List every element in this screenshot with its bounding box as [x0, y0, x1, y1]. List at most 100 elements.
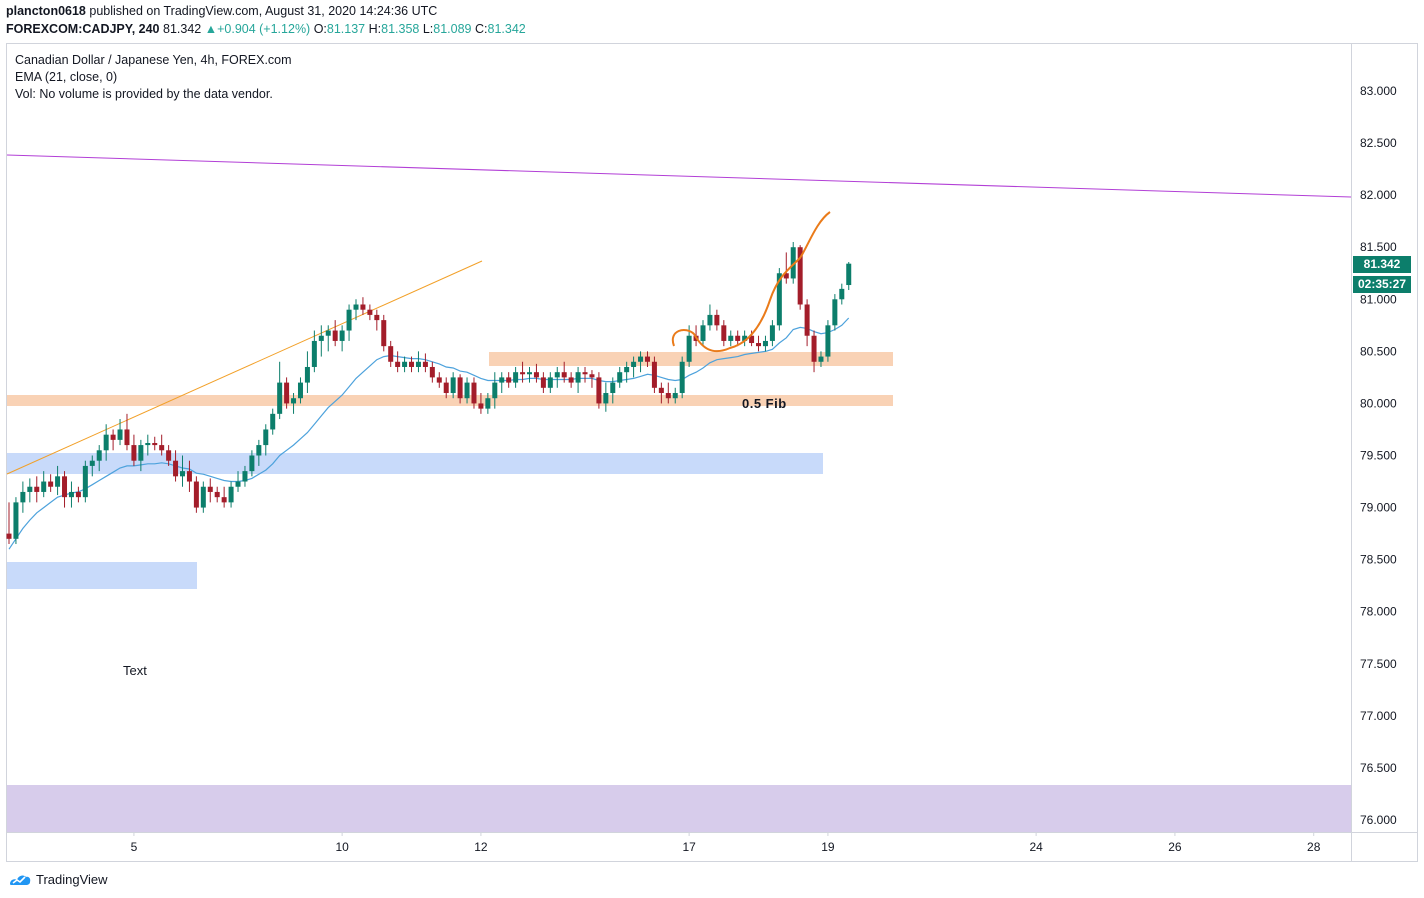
candle — [769, 320, 775, 347]
candle-body — [478, 403, 484, 409]
candle — [846, 262, 852, 291]
candle — [658, 382, 664, 404]
candle-body — [152, 443, 158, 446]
candle — [679, 356, 685, 399]
orange-zone-lower[interactable] — [7, 395, 893, 406]
candle-body — [242, 471, 248, 482]
candle — [96, 445, 102, 472]
candle — [180, 455, 185, 487]
candle — [450, 372, 456, 399]
low-value: 81.089 — [433, 22, 472, 36]
candle — [332, 320, 338, 347]
candle — [82, 460, 88, 503]
candle — [478, 393, 484, 414]
candle-body — [540, 377, 546, 388]
candle-body — [561, 372, 567, 378]
candle-body — [367, 309, 373, 315]
close-value: 81.342 — [487, 22, 526, 36]
candle — [13, 497, 19, 545]
candle-body — [443, 382, 449, 394]
candle-body — [304, 366, 310, 383]
candle-body — [360, 304, 366, 310]
candle — [429, 361, 435, 383]
purple-zone[interactable] — [7, 785, 1351, 832]
candle — [631, 356, 637, 378]
candle-body — [783, 273, 789, 279]
candle — [68, 481, 74, 508]
candle — [277, 361, 283, 420]
publisher-name[interactable]: plancton0618 — [6, 4, 86, 18]
change-value: ▲ — [204, 22, 218, 36]
candle — [506, 372, 512, 388]
candle-body — [527, 372, 532, 375]
close-label: C: — [475, 22, 488, 36]
candle — [62, 471, 68, 508]
orange-trendline[interactable] — [6, 260, 483, 475]
candle — [575, 366, 581, 394]
candle — [166, 445, 172, 466]
candle — [839, 283, 845, 305]
candle — [582, 366, 588, 383]
symbol-name: FOREXCOM:CADJPY, 240 — [6, 22, 160, 36]
publish-info: plancton0618 published on TradingView.co… — [6, 4, 437, 18]
candle — [110, 429, 116, 451]
candle-body — [249, 455, 255, 472]
time-tick-label: 28 — [1307, 840, 1321, 854]
price-axis[interactable]: 83.000 82.500 82.000 81.500 81.000 80.500 80.0… — [1360, 84, 1397, 827]
purple-trendline[interactable] — [6, 154, 1352, 198]
candle-body — [339, 330, 345, 341]
candle-body — [818, 356, 824, 362]
candle-body — [499, 377, 505, 383]
candle — [138, 439, 144, 472]
candle-body — [513, 372, 519, 383]
candle-body — [790, 247, 796, 279]
blue-zone-upper[interactable] — [7, 453, 823, 474]
time-axis[interactable]: 510121719242628Sep357911 — [131, 832, 1424, 854]
candle-body — [388, 346, 394, 362]
candle — [27, 478, 33, 503]
candle-body — [297, 382, 303, 399]
price-tick-label: 80.500 — [1360, 344, 1397, 358]
candle-body — [686, 335, 692, 362]
time-tick-label: 10 — [335, 840, 349, 854]
candle-body — [34, 486, 40, 492]
candle-body — [735, 335, 741, 341]
candle-body — [568, 377, 574, 383]
candle — [311, 330, 317, 373]
tradingview-brand[interactable]: TradingView — [8, 871, 108, 887]
blue-zone-lower[interactable] — [7, 562, 197, 589]
candle-body — [520, 372, 526, 375]
candle-body — [617, 372, 623, 383]
candle-body — [395, 361, 401, 367]
candle-body — [610, 382, 616, 394]
candle-body — [533, 372, 539, 378]
candle-body — [193, 481, 199, 508]
candle — [415, 351, 421, 373]
candle — [436, 372, 442, 388]
candle-body — [624, 366, 630, 373]
candle — [610, 377, 616, 404]
candle-body — [221, 497, 227, 503]
open-value: 81.137 — [326, 22, 366, 36]
candle-body — [381, 320, 387, 347]
candle-body — [346, 309, 352, 331]
legend-ema[interactable]: EMA (21, close, 0) — [15, 70, 118, 84]
candle — [568, 372, 574, 388]
candle — [242, 465, 248, 487]
orange-curve[interactable] — [671, 211, 831, 353]
candle — [353, 299, 359, 321]
candle — [263, 424, 269, 456]
low-label: L: — [422, 22, 434, 36]
candle — [103, 424, 109, 461]
time-tick-label: 26 — [1168, 840, 1182, 854]
candle-body — [166, 450, 172, 461]
candle-body — [749, 335, 755, 344]
candle-body — [256, 445, 262, 456]
legend-title[interactable]: Canadian Dollar / Japanese Yen, 4h, FORE… — [15, 53, 292, 67]
candle-body — [214, 491, 220, 498]
candle — [624, 361, 630, 383]
candle-body — [672, 393, 678, 399]
legend-vol[interactable]: Vol: No volume is provided by the data v… — [15, 87, 273, 101]
candle — [235, 471, 241, 492]
